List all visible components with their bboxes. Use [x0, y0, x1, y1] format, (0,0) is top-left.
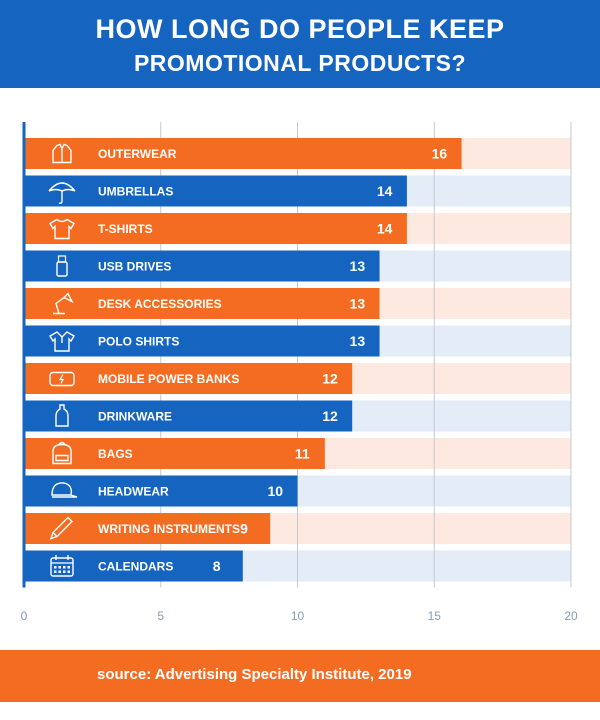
calendar-day — [63, 570, 66, 573]
source-footer: source: Advertising Specialty Institute,… — [0, 650, 600, 702]
calendar-day — [63, 566, 66, 569]
bar-label: MOBILE POWER BANKS — [98, 372, 239, 386]
x-tick-label: 5 — [157, 609, 164, 623]
bar-label: WRITING INSTRUMENTS — [98, 522, 240, 536]
bar — [24, 325, 380, 357]
bar — [24, 288, 380, 319]
tshirt-icon-shape — [49, 218, 75, 240]
cap-icon-shape — [51, 482, 78, 498]
x-tick-label: 20 — [564, 609, 578, 623]
cap-icon — [51, 482, 78, 498]
bar-label: CALENDARS — [98, 560, 173, 574]
bar-label: T-SHIRTS — [98, 222, 153, 236]
lamp-icon-shape — [53, 292, 74, 315]
calendar-day — [67, 566, 70, 569]
polo-shirt-icon — [49, 331, 75, 352]
pencil-icon — [49, 516, 73, 540]
calendar-icon — [50, 555, 74, 577]
bar — [24, 363, 353, 394]
desk-lamp-icon — [53, 292, 74, 315]
tshirt-icon — [49, 218, 75, 240]
jacket-icon-shape — [52, 143, 72, 164]
data-label: 14 — [377, 221, 393, 237]
bottle-icon — [55, 404, 69, 427]
usb-drive-icon — [56, 255, 68, 277]
power-bank-icon — [49, 371, 75, 387]
bar-label: HEADWEAR — [98, 485, 169, 499]
calendar-day — [54, 566, 57, 569]
bar-chart: OUTERWEAR 16 UMBRELLAS 14 T-SHIRTS 14 USB DRIV… — [21, 122, 578, 623]
x-tick-label: 10 — [291, 609, 305, 623]
calendar-frame — [50, 557, 74, 577]
data-label: 10 — [268, 483, 284, 499]
data-label: 13 — [350, 258, 366, 274]
bar — [24, 175, 407, 207]
bar-label: BAGS — [98, 447, 133, 461]
calendar-day — [58, 566, 61, 569]
backpack-icon-shape — [52, 441, 72, 465]
backpack-icon — [52, 441, 72, 465]
source-text: source: Advertising Specialty Institute,… — [97, 666, 412, 683]
x-tick-label: 15 — [428, 609, 442, 623]
calendar-day — [67, 570, 70, 573]
bar-label: DRINKWARE — [98, 410, 172, 424]
bar — [24, 213, 407, 244]
bar — [24, 250, 380, 282]
data-label: 8 — [213, 558, 221, 574]
bar — [24, 138, 462, 169]
x-tick-label: 0 — [21, 609, 28, 623]
powerbank-body — [49, 371, 75, 387]
chart-title-line2: PROMOTIONAL PRODUCTS? — [133, 50, 467, 76]
umbrella-icon-shape — [48, 182, 76, 204]
bottle-icon-shape — [55, 404, 69, 427]
calendar-day — [58, 570, 61, 573]
data-label: 16 — [432, 146, 448, 162]
data-label: 13 — [350, 296, 366, 312]
data-label: 13 — [350, 333, 366, 349]
data-label: 12 — [322, 408, 338, 424]
bar-label: UMBRELLAS — [98, 185, 173, 199]
calendar-day — [54, 570, 57, 573]
bar-label: OUTERWEAR — [98, 147, 177, 161]
data-label: 11 — [295, 446, 310, 462]
data-label: 12 — [322, 371, 338, 387]
data-label: 14 — [377, 183, 393, 199]
umbrella-icon — [48, 182, 76, 204]
bar — [24, 438, 325, 469]
bar — [24, 475, 298, 507]
bar-label: USB DRIVES — [98, 260, 171, 274]
data-label: 9 — [240, 521, 248, 537]
bar — [24, 400, 353, 432]
polo-icon-shape — [49, 331, 75, 352]
bar-label: DESK ACCESSORIES — [98, 297, 222, 311]
chart-title-line1: HOW LONG DO PEOPLE KEEP — [95, 14, 505, 44]
jacket-icon — [52, 143, 72, 164]
bar-label: POLO SHIRTS — [98, 335, 179, 349]
chart-header: HOW LONG DO PEOPLE KEEP PROMOTIONAL PROD… — [0, 0, 600, 88]
usb-plug — [57, 255, 67, 263]
powerbank-bolt — [58, 374, 64, 384]
pencil-icon-shape — [49, 516, 73, 540]
